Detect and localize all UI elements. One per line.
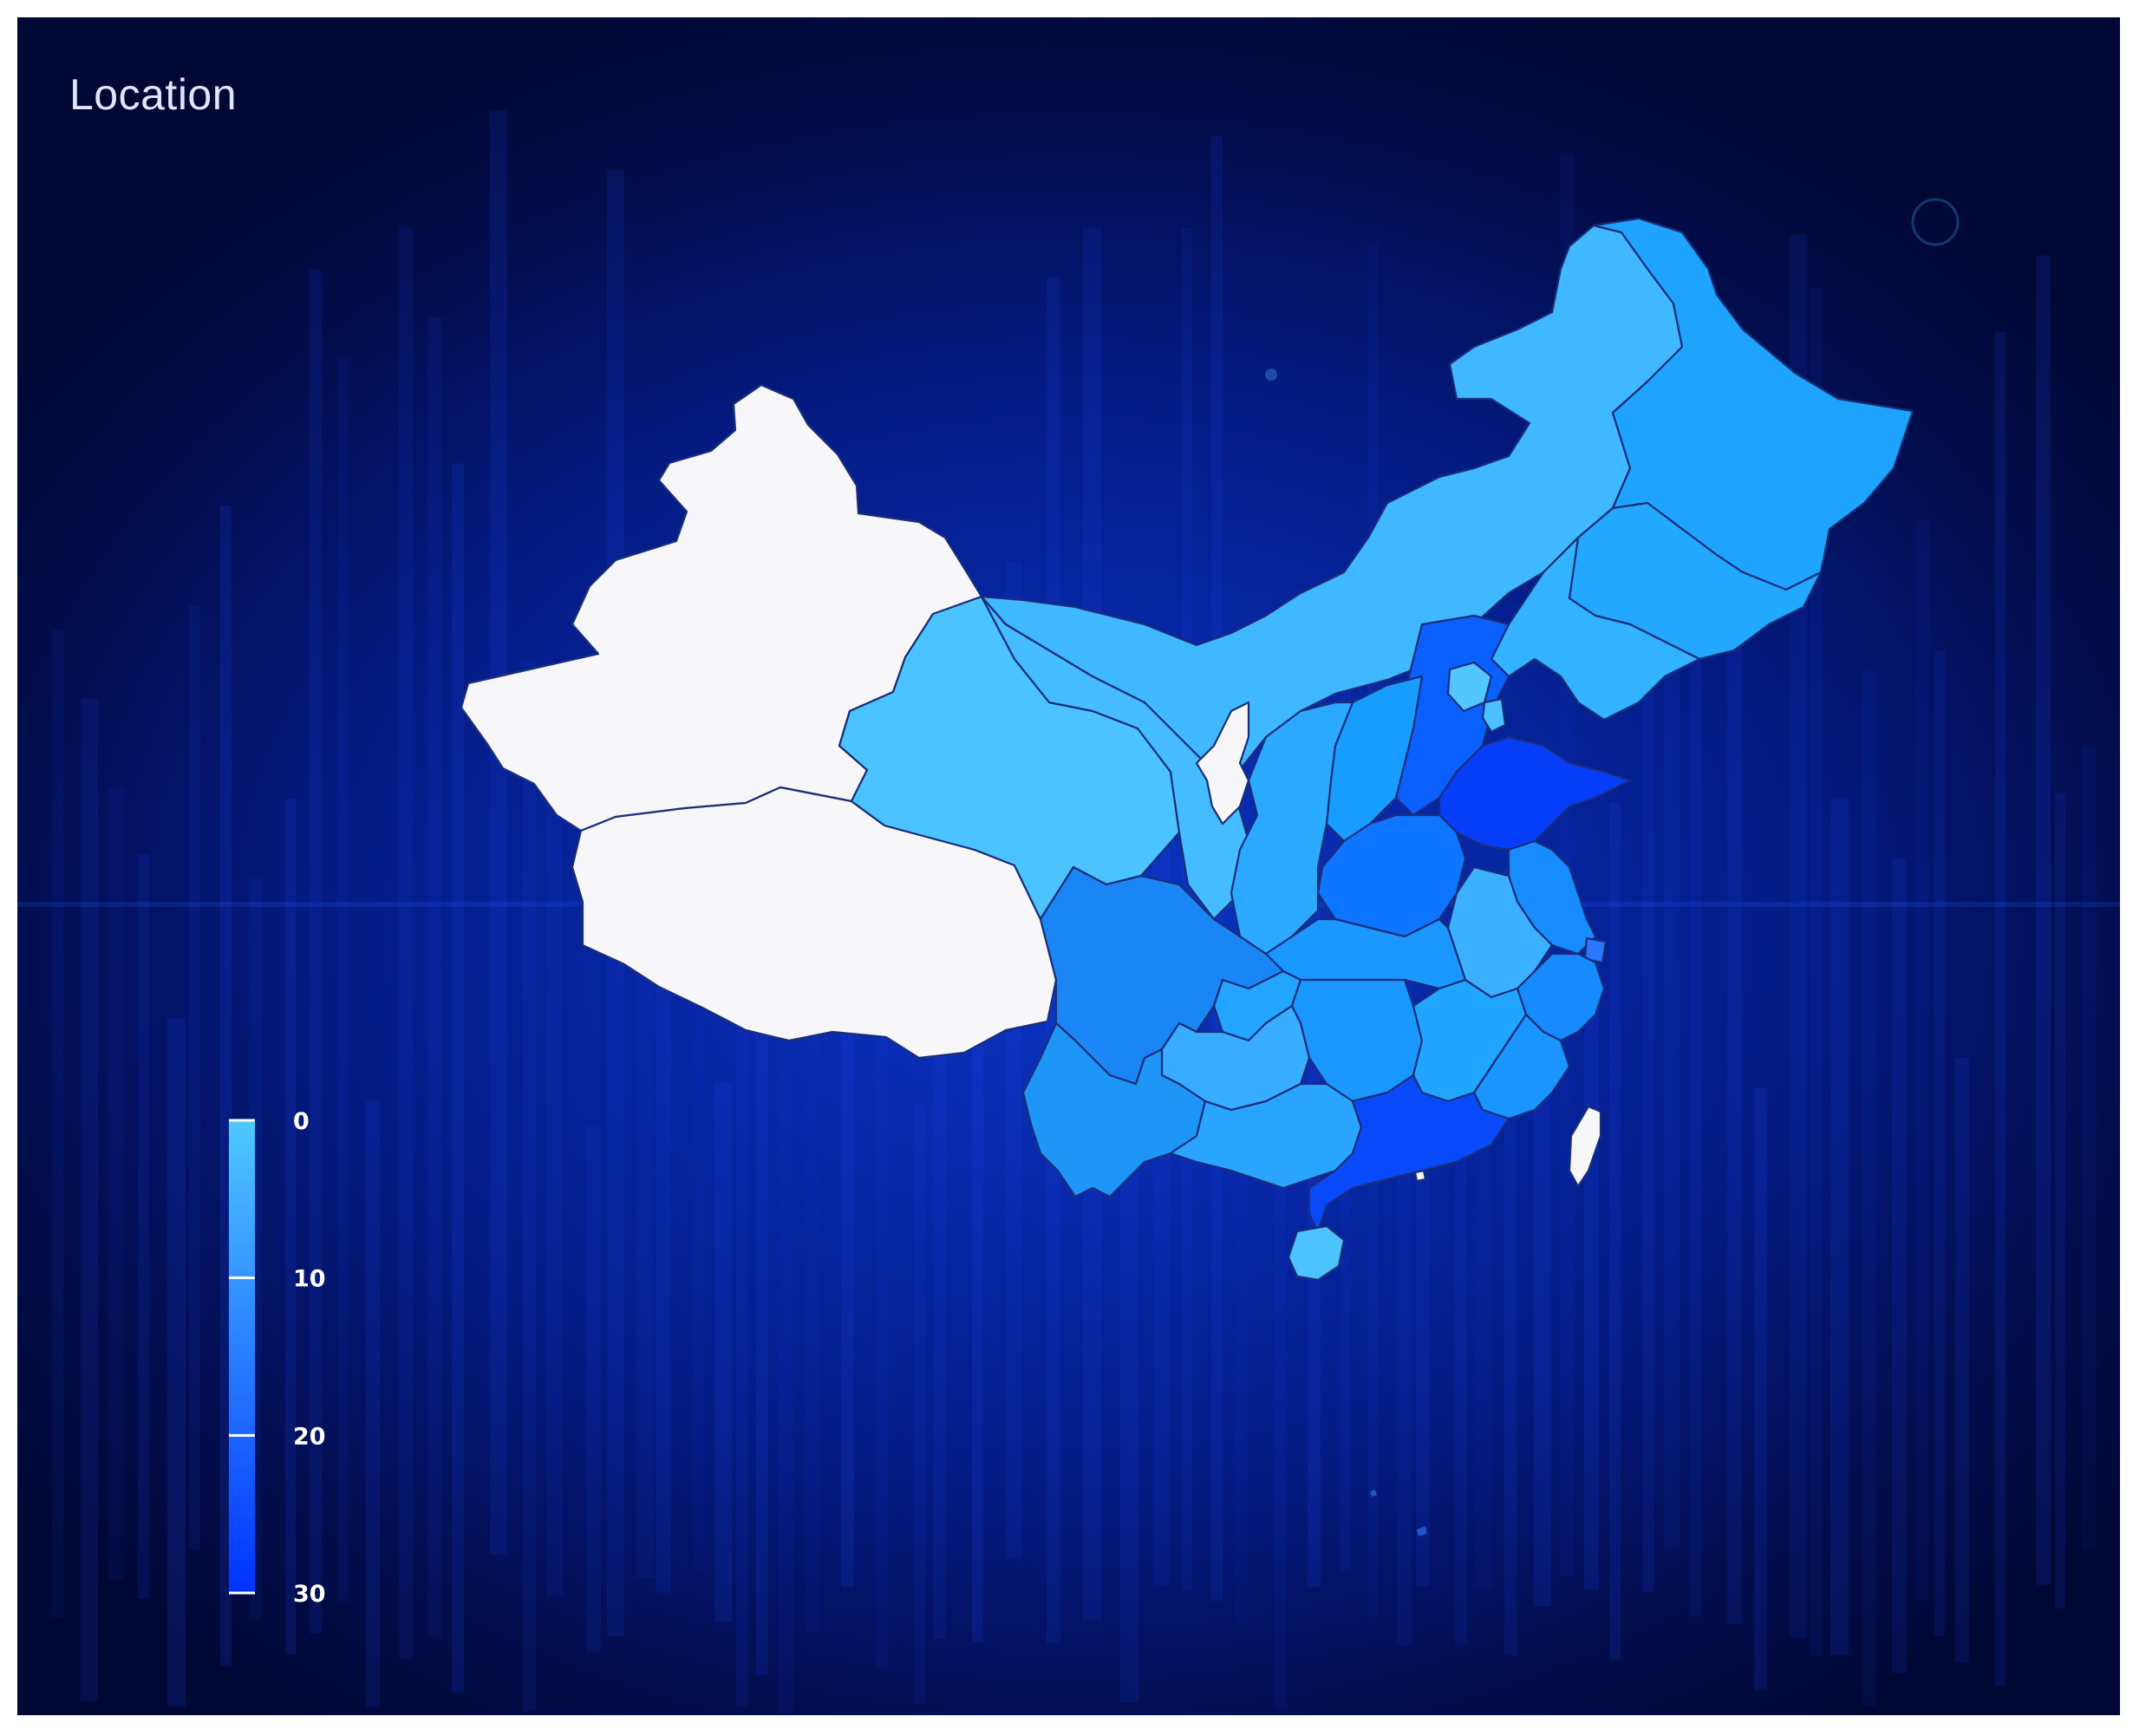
map-panel: Location [17,17,2120,1715]
background-light-bar [714,1081,732,1622]
background-light-bar [399,227,413,1660]
background-light-bar [490,110,507,1555]
background-light-bar [1915,520,1929,1601]
background-light-bar [138,854,149,1599]
province-hainan[interactable] [1287,1224,1346,1282]
background-light-bar [1754,1087,1767,1691]
background-light-bar [636,937,654,1578]
background-light-bar [337,357,349,1602]
background-light-bar [1892,858,1907,1674]
background-light-bar [310,270,322,1634]
province-tianjin[interactable] [1481,697,1507,734]
background-light-bar [694,832,705,1571]
background-light-bar [52,630,63,1618]
background-light-bar [656,924,671,1593]
province-ningxia[interactable] [1195,701,1250,826]
background-light-bar [1455,1024,1467,1646]
background-light-bar [1955,1057,1969,1662]
china-choropleth-map [460,217,1914,1537]
background-light-bar [108,787,124,1580]
legend-tick-label: 30 [293,1581,326,1608]
legend-tick-label: 10 [293,1266,326,1293]
legend-ticks: 0 10 20 30 [229,1108,326,1608]
background-light-bar [1584,941,1599,1590]
province-tibet[interactable] [571,786,1058,1060]
map-title: Location [69,70,238,119]
province-shanghai[interactable] [1583,937,1608,964]
background-light-bar [220,505,232,1667]
background-light-bar [167,1018,186,1707]
background-light-bar [2055,793,2065,1609]
background-light-bar [546,700,563,1596]
background-light-bar [1810,287,1823,1656]
decor-dot-icon [1265,369,1277,381]
background-decoration [17,110,2120,1715]
background-light-bar [1727,395,1742,1624]
province-henan[interactable] [1316,813,1467,938]
province-shaanxi[interactable] [1230,701,1354,956]
province-taiwan[interactable] [1568,1105,1602,1188]
background-light-bar [1862,670,1876,1707]
background-light-bar [1690,565,1701,1617]
legend-tick-label: 20 [293,1423,326,1450]
background-light-bar [1609,802,1621,1660]
legend-color-bar[interactable] [229,1120,255,1593]
background-light-bar [189,605,200,1550]
background-light-bar [2036,255,2051,1585]
background-light-bar [285,799,296,1654]
visual-map-legend: 0 10 20 30 [229,1108,326,1608]
decor-circle-icon [1911,198,1960,246]
background-light-bar [81,698,98,1702]
background-light-bars [52,110,2097,1715]
background-light-bar [2082,745,2097,1551]
background-light-bar [366,1100,380,1707]
background-light-bar [914,1104,925,1704]
background-light-bar [427,317,441,1637]
background-light-bar [778,1037,793,1715]
background-light-bar [806,1008,819,1633]
background-light-bar [586,1126,601,1654]
background-light-bar [1995,331,2006,1687]
background-light-bar [523,662,536,1712]
background-light-bar [1934,650,1945,1636]
legend-tick-label: 0 [293,1108,310,1135]
south-sea-islands [1370,1490,1427,1537]
province-hong-kong[interactable] [1413,1169,1427,1183]
background-light-bar [1830,799,1849,1655]
background-light-bar [452,463,464,1693]
